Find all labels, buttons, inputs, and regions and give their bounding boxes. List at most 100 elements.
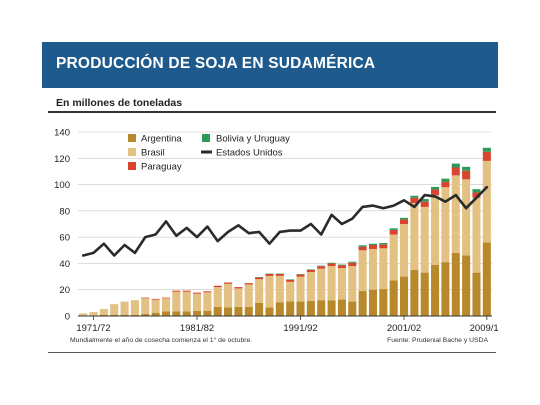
bar-argentina [348,301,357,316]
bar-bolivia-uruguay [327,262,336,264]
bar-bolivia-uruguay [482,147,491,152]
bar-brasil [89,312,98,316]
bar-argentina [130,314,139,316]
bar-brasil [306,271,315,301]
bar-argentina [317,300,326,316]
bar-bolivia-uruguay [368,243,378,246]
bar-brasil [420,206,429,273]
bar-brasil [172,291,181,312]
bar-argentina [141,314,150,316]
x-tick-label: 1971/72 [76,323,110,334]
bar-brasil [337,268,346,300]
bar-paraguay [275,273,284,276]
bar-argentina [389,280,398,316]
source-note: Fuente: Prudenial Bache y USDA [387,337,488,344]
bar-bolivia-uruguay [431,186,440,190]
bar-brasil [441,187,450,263]
bar-argentina [120,314,129,316]
bar-argentina [110,314,119,316]
bar-bolivia-uruguay [286,279,295,280]
bar-bolivia-uruguay [462,166,471,171]
bar-paraguay [255,277,264,280]
y-tick-label: 120 [54,154,70,165]
bar-argentina [203,310,212,316]
bar-paraguay [451,167,460,176]
bar-brasil [379,248,388,290]
bar-brasil [399,224,409,277]
x-tick-label: 2009/10 [470,323,498,334]
bar-brasil [327,266,336,301]
legend-label-brasil: Brasil [141,148,165,159]
bar-brasil [462,179,471,256]
bar-argentina [451,252,460,316]
bar-paraguay [399,219,409,224]
bar-brasil [130,300,139,315]
bar-paraguay [472,192,481,198]
bar-brasil [410,202,419,270]
bar-bolivia-uruguay [348,261,357,263]
bar-bolivia-uruguay [306,269,315,270]
legend-label-argentina: Argentina [141,134,182,145]
bar-brasil [368,248,378,290]
bar-brasil [234,288,243,307]
bar-argentina [379,289,388,316]
bar-argentina [420,272,429,316]
bar-argentina [182,311,191,316]
bar-argentina [99,314,108,316]
bar-bolivia-uruguay [399,217,409,220]
bar-brasil [482,160,491,243]
bar-argentina [306,300,315,316]
bar-bolivia-uruguay [358,245,367,247]
bar-argentina [275,302,284,316]
y-tick-label: 140 [54,128,70,139]
soy-production-chart: 0 20 40 60 80 100 120 140 1971/72 1981/82 1991/92 2… [54,128,498,335]
x-tick-label: 1991/92 [283,323,317,334]
bar-brasil [296,276,305,302]
bar-brasil [79,313,88,316]
bar-bolivia-uruguay [317,265,326,267]
bar-paraguay [327,263,336,267]
bar-brasil [161,298,171,312]
bar-brasil [358,250,367,292]
bar-brasil [213,287,222,307]
bar-brasil [431,195,440,265]
subtitle-rule [48,111,496,113]
title-bar: PRODUCCIÓN DE SOJA EN SUDAMÉRICA [42,42,498,88]
bar-paraguay [172,290,181,292]
bar-argentina [441,262,450,316]
bar-argentina [172,311,181,316]
x-tick-label: 1981/82 [180,323,214,334]
bar-brasil [244,284,253,307]
bar-brasil [224,283,233,308]
axis-layer: 0 20 40 60 80 100 120 140 1971/72 1981/82 1991/92 2… [54,128,498,335]
bar-brasil [182,291,191,312]
bar-paraguay [151,298,160,300]
bar-bolivia-uruguay [441,178,450,182]
bar-brasil [451,175,460,253]
bar-paraguay [348,262,357,267]
bar-brasil [389,234,398,281]
chart-title: PRODUCCIÓN DE SOJA EN SUDAMÉRICA [56,55,376,72]
y-tick-label: 100 [54,180,70,191]
legend-swatch-argentina [128,134,136,142]
legend-label-estados-unidos: Estados Unidos [216,148,283,159]
bar-bolivia-uruguay [296,274,305,275]
bar-paraguay [379,244,388,249]
bar-paraguay [358,246,367,251]
bar-bolivia-uruguay [410,195,419,198]
bar-argentina [296,301,305,316]
bar-brasil [265,275,274,308]
y-tick-label: 20 [59,285,70,296]
bar-brasil [99,309,108,315]
line-layer [81,185,489,257]
bar-argentina [482,242,491,316]
bar-paraguay [224,282,233,284]
bar-brasil [120,301,129,315]
bar-argentina [327,300,336,316]
bar-argentina [265,307,274,316]
bar-argentina [234,306,243,316]
bar-argentina [244,306,253,316]
bar-argentina [358,291,367,316]
bar-argentina [337,299,346,316]
bar-paraguay [368,245,378,249]
